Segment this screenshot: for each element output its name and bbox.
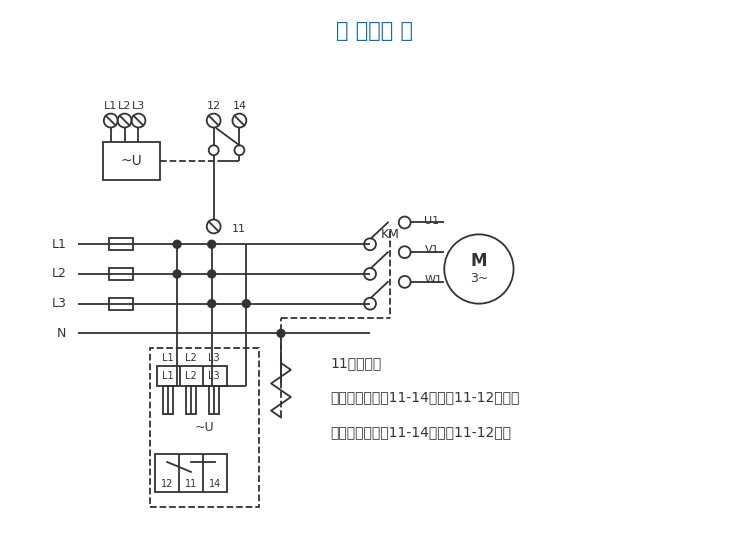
- Circle shape: [242, 300, 250, 308]
- Text: 3~: 3~: [470, 272, 488, 286]
- Bar: [186, 386, 196, 413]
- Text: 11: 11: [184, 479, 197, 489]
- Text: L2: L2: [185, 371, 196, 381]
- Circle shape: [277, 329, 285, 337]
- Bar: [164, 386, 173, 413]
- Text: L3: L3: [132, 101, 145, 110]
- Text: 11是公共端: 11是公共端: [331, 356, 382, 370]
- Text: V1: V1: [424, 245, 439, 255]
- Text: L3: L3: [51, 297, 66, 310]
- Text: L3: L3: [208, 353, 220, 363]
- Bar: [109, 238, 133, 250]
- Bar: [103, 142, 160, 180]
- Bar: [109, 268, 133, 280]
- Bar: [109, 298, 133, 309]
- Text: L1: L1: [162, 371, 174, 381]
- Text: 12: 12: [161, 479, 173, 489]
- Text: 【 接线图 】: 【 接线图 】: [337, 22, 413, 42]
- Text: L2: L2: [118, 101, 131, 110]
- Circle shape: [173, 240, 181, 248]
- Circle shape: [173, 270, 181, 278]
- Text: ~U: ~U: [195, 421, 214, 434]
- Text: U1: U1: [424, 216, 439, 225]
- Text: L1: L1: [104, 101, 118, 110]
- Text: 11: 11: [232, 224, 245, 234]
- Text: L1: L1: [51, 238, 66, 251]
- Text: 14: 14: [209, 479, 220, 489]
- Text: 上电电压异常：11-14断开，11-12闭合: 上电电压异常：11-14断开，11-12闭合: [331, 425, 512, 439]
- Text: 12: 12: [206, 101, 220, 110]
- Text: L2: L2: [51, 267, 66, 280]
- Circle shape: [208, 270, 216, 278]
- Text: KM: KM: [380, 228, 399, 241]
- Bar: [150, 348, 260, 507]
- Bar: [209, 386, 219, 413]
- Circle shape: [208, 300, 216, 308]
- Text: 14: 14: [232, 101, 247, 110]
- Circle shape: [208, 240, 216, 248]
- Text: L1: L1: [162, 353, 174, 363]
- Text: L3: L3: [208, 371, 220, 381]
- Text: N: N: [57, 327, 66, 340]
- Text: L2: L2: [185, 353, 196, 363]
- Text: 上电电压正常：11-14闭合，11-12断开；: 上电电压正常：11-14闭合，11-12断开；: [331, 391, 520, 405]
- Text: W1: W1: [424, 275, 442, 285]
- Text: ~U: ~U: [121, 154, 142, 168]
- Text: M: M: [471, 252, 488, 270]
- Bar: [155, 454, 226, 492]
- Bar: [158, 366, 226, 386]
